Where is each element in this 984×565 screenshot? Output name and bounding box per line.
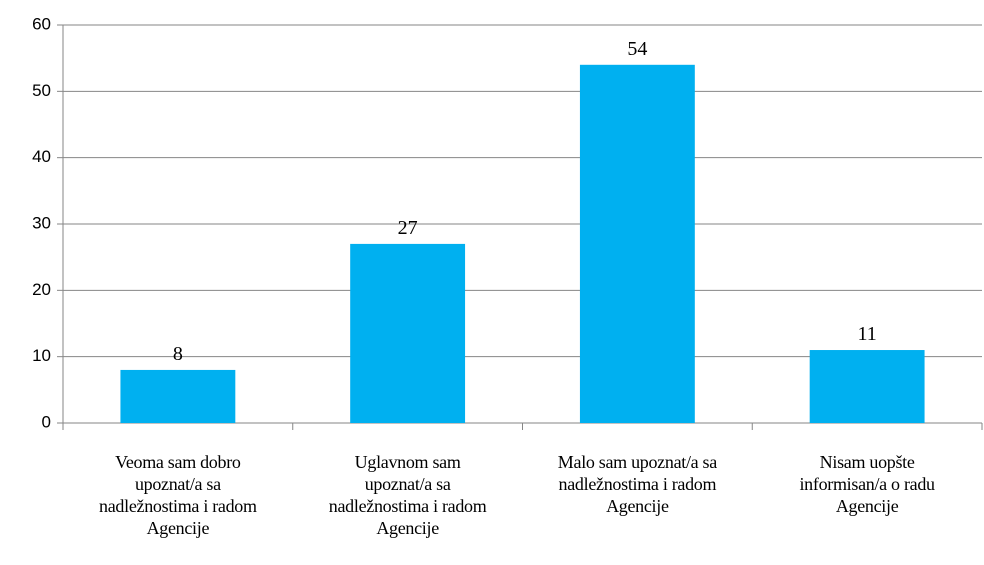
value-label: 8	[173, 343, 183, 365]
y-tick-label: 30	[32, 213, 51, 232]
y-tick-label: 60	[32, 14, 51, 33]
x-tick-label-box: Uglavnom sam upoznat/a sa nadležnostima …	[328, 452, 487, 538]
y-tick-label: 50	[32, 81, 51, 100]
x-tick-label: Nisam uopšte informisan/a o radu Agencij…	[799, 452, 935, 516]
value-label: 27	[398, 217, 418, 239]
x-tick-label-box: Veoma sam dobro upoznat/a sa nadležnosti…	[99, 452, 257, 538]
value-label: 11	[857, 323, 876, 345]
bar	[809, 350, 925, 423]
y-tick-label: 20	[32, 280, 51, 299]
bar	[120, 369, 236, 423]
value-label: 54	[627, 38, 647, 60]
x-tick-label: Veoma sam dobro upoznat/a sa nadležnosti…	[99, 452, 257, 538]
x-tick-label-box: Nisam uopšte informisan/a o radu Agencij…	[799, 452, 935, 516]
bar	[579, 64, 695, 424]
x-tick-label-box: Malo sam upoznat/a sa nadležnostima i ra…	[557, 452, 717, 516]
y-tick-label: 10	[32, 346, 51, 365]
x-tick-label: Uglavnom sam upoznat/a sa nadležnostima …	[328, 452, 487, 538]
bar	[350, 243, 466, 423]
y-tick-label: 40	[32, 147, 51, 166]
x-tick-label: Malo sam upoznat/a sa nadležnostima i ra…	[557, 452, 717, 516]
y-tick-label: 0	[42, 412, 51, 431]
